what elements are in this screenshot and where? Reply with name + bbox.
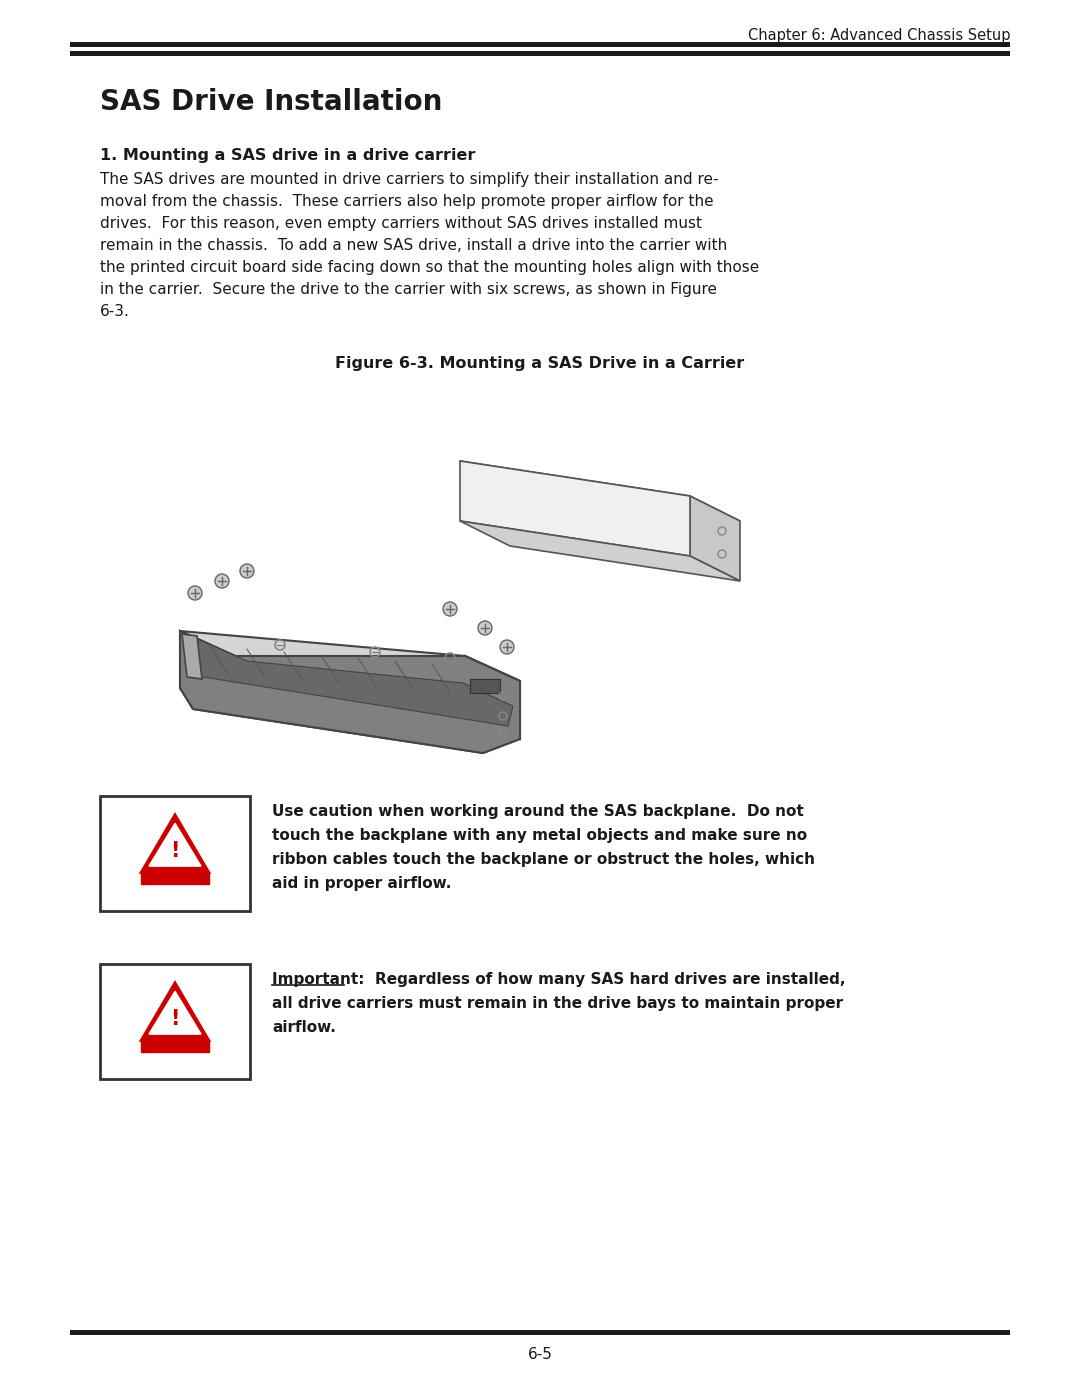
Text: all drive carriers must remain in the drive bays to maintain proper: all drive carriers must remain in the dr… xyxy=(272,996,843,1011)
Text: remain in the chassis.  To add a new SAS drive, install a drive into the carrier: remain in the chassis. To add a new SAS … xyxy=(100,237,727,253)
FancyBboxPatch shape xyxy=(100,796,249,911)
Polygon shape xyxy=(149,992,201,1034)
Text: the printed circuit board side facing down so that the mounting holes align with: the printed circuit board side facing do… xyxy=(100,260,759,275)
Polygon shape xyxy=(465,657,519,739)
Polygon shape xyxy=(195,638,513,726)
Text: 6-3.: 6-3. xyxy=(100,305,130,319)
Polygon shape xyxy=(140,982,210,1041)
Circle shape xyxy=(500,640,514,654)
Polygon shape xyxy=(149,823,201,866)
Polygon shape xyxy=(460,461,690,556)
Text: !: ! xyxy=(171,1009,179,1028)
Text: Figure 6-3. Mounting a SAS Drive in a Carrier: Figure 6-3. Mounting a SAS Drive in a Ca… xyxy=(336,356,744,372)
FancyBboxPatch shape xyxy=(100,964,249,1078)
FancyBboxPatch shape xyxy=(70,42,1010,47)
Text: Use caution when working around the SAS backplane.  Do not: Use caution when working around the SAS … xyxy=(272,805,804,819)
FancyBboxPatch shape xyxy=(470,679,500,693)
Text: ribbon cables touch the backplane or obstruct the holes, which: ribbon cables touch the backplane or obs… xyxy=(272,852,815,868)
Text: drives.  For this reason, even empty carriers without SAS drives installed must: drives. For this reason, even empty carr… xyxy=(100,217,702,231)
FancyBboxPatch shape xyxy=(140,873,210,884)
Text: SAS Drive Installation: SAS Drive Installation xyxy=(100,88,443,116)
Text: !: ! xyxy=(171,841,179,861)
Polygon shape xyxy=(460,521,740,581)
Polygon shape xyxy=(180,631,235,712)
Circle shape xyxy=(215,574,229,588)
Circle shape xyxy=(188,585,202,599)
FancyBboxPatch shape xyxy=(70,52,1010,56)
Text: airflow.: airflow. xyxy=(272,1020,336,1035)
FancyBboxPatch shape xyxy=(140,1041,210,1052)
Text: Important:  Regardless of how many SAS hard drives are installed,: Important: Regardless of how many SAS ha… xyxy=(272,972,846,988)
Text: touch the backplane with any metal objects and make sure no: touch the backplane with any metal objec… xyxy=(272,828,807,842)
Text: Chapter 6: Advanced Chassis Setup: Chapter 6: Advanced Chassis Setup xyxy=(747,28,1010,43)
FancyBboxPatch shape xyxy=(70,1330,1010,1336)
Polygon shape xyxy=(180,687,519,753)
Text: 1. Mounting a SAS drive in a drive carrier: 1. Mounting a SAS drive in a drive carri… xyxy=(100,148,475,163)
Text: The SAS drives are mounted in drive carriers to simplify their installation and : The SAS drives are mounted in drive carr… xyxy=(100,172,718,187)
Polygon shape xyxy=(140,814,210,873)
Text: aid in proper airflow.: aid in proper airflow. xyxy=(272,876,451,891)
Text: moval from the chassis.  These carriers also help promote proper airflow for the: moval from the chassis. These carriers a… xyxy=(100,194,714,210)
Text: 6-5: 6-5 xyxy=(527,1347,553,1362)
Polygon shape xyxy=(180,631,519,753)
Polygon shape xyxy=(180,631,519,680)
Circle shape xyxy=(478,622,492,636)
Polygon shape xyxy=(183,634,202,679)
Circle shape xyxy=(443,602,457,616)
Text: in the carrier.  Secure the drive to the carrier with six screws, as shown in Fi: in the carrier. Secure the drive to the … xyxy=(100,282,717,298)
Polygon shape xyxy=(460,461,740,521)
Polygon shape xyxy=(690,496,740,581)
Circle shape xyxy=(240,564,254,578)
